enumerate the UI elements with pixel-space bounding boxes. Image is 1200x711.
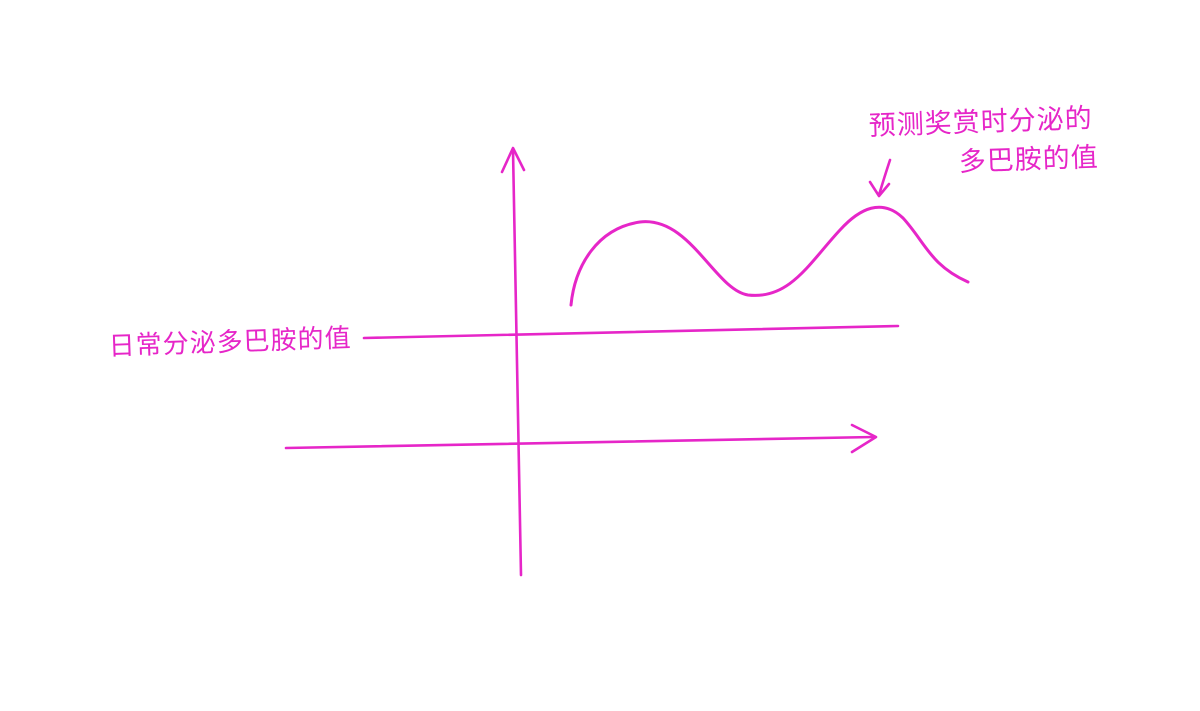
peak-pointer-arrow [877, 158, 892, 197]
x-axis [284, 435, 876, 450]
baseline-line [362, 324, 900, 340]
y-axis [511, 148, 523, 577]
y-axis-arrowhead [500, 146, 526, 174]
peak-pointer-arrowhead [868, 180, 891, 198]
x-axis-arrowhead [850, 423, 878, 454]
dopamine-curve [569, 205, 970, 307]
peak-label-line-2: 多巴胺的值 [958, 142, 1100, 178]
